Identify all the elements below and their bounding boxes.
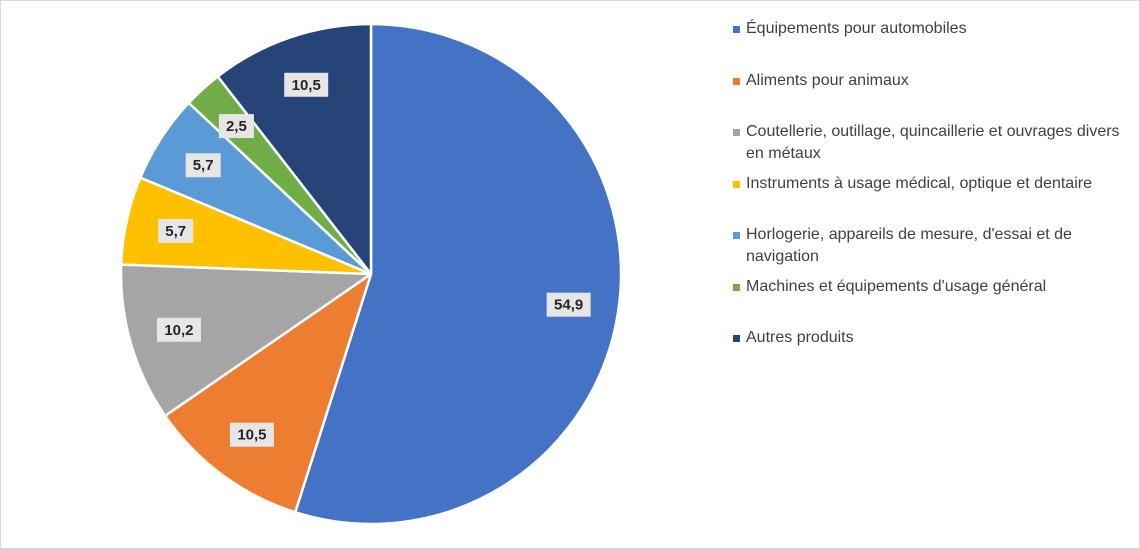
legend-label: Machines et équipements d'usage général — [746, 277, 1047, 295]
legend-swatch — [733, 26, 740, 33]
legend-label: Équipements pour automobiles — [746, 20, 967, 37]
svg-text:10,5: 10,5 — [237, 427, 266, 444]
svg-text:10,2: 10,2 — [164, 322, 193, 339]
legend-label: Aliments pour animaux — [746, 71, 909, 89]
legend-swatch — [733, 335, 740, 342]
svg-text:2,5: 2,5 — [226, 118, 247, 135]
legend-item-3: Coutellerie, outillage, quincaillerie et… — [733, 121, 1133, 165]
pie-slice-7 — [216, 22, 373, 276]
data-label-7: 10,5 — [284, 72, 329, 97]
pie-slice-1 — [293, 22, 623, 526]
data-label-5: 5,7 — [185, 153, 221, 178]
data-label-1: 54,9 — [546, 292, 591, 317]
legend-swatch — [733, 129, 740, 136]
legend-swatch — [733, 283, 740, 291]
data-label-2: 10,5 — [229, 422, 274, 447]
svg-text:10,5: 10,5 — [292, 77, 321, 94]
legend-item-4: Instruments à usage médical, optique et … — [733, 173, 1133, 195]
legend-swatch — [733, 232, 740, 239]
legend-swatch — [733, 77, 740, 85]
legend-swatch — [733, 180, 740, 188]
data-label-6: 2,5 — [218, 114, 254, 139]
data-label-3: 10,2 — [156, 317, 201, 342]
legend-item-6: Machines et équipements d'usage général — [733, 276, 1133, 298]
pie-slice-3 — [119, 263, 373, 418]
svg-text:5,7: 5,7 — [193, 157, 214, 174]
svg-text:54,9: 54,9 — [554, 297, 583, 314]
legend-label: Instruments à usage médical, optique et … — [746, 174, 1092, 192]
legend-item-2: Aliments pour animaux — [733, 70, 1133, 92]
legend-label: Coutellerie, outillage, quincaillerie et… — [746, 123, 1120, 162]
data-label-4: 5,7 — [158, 218, 194, 243]
legend-label: Horlogerie, appareils de mesure, d'essai… — [746, 226, 1072, 265]
legend-label: Autres produits — [746, 329, 854, 346]
legend-item-5: Horlogerie, appareils de mesure, d'essai… — [733, 224, 1133, 268]
legend-item-1: Équipements pour automobiles — [733, 18, 1133, 40]
svg-text:5,7: 5,7 — [165, 223, 186, 240]
pie-slice-2 — [163, 272, 373, 514]
legend-item-7: Autres produits — [733, 327, 1133, 349]
